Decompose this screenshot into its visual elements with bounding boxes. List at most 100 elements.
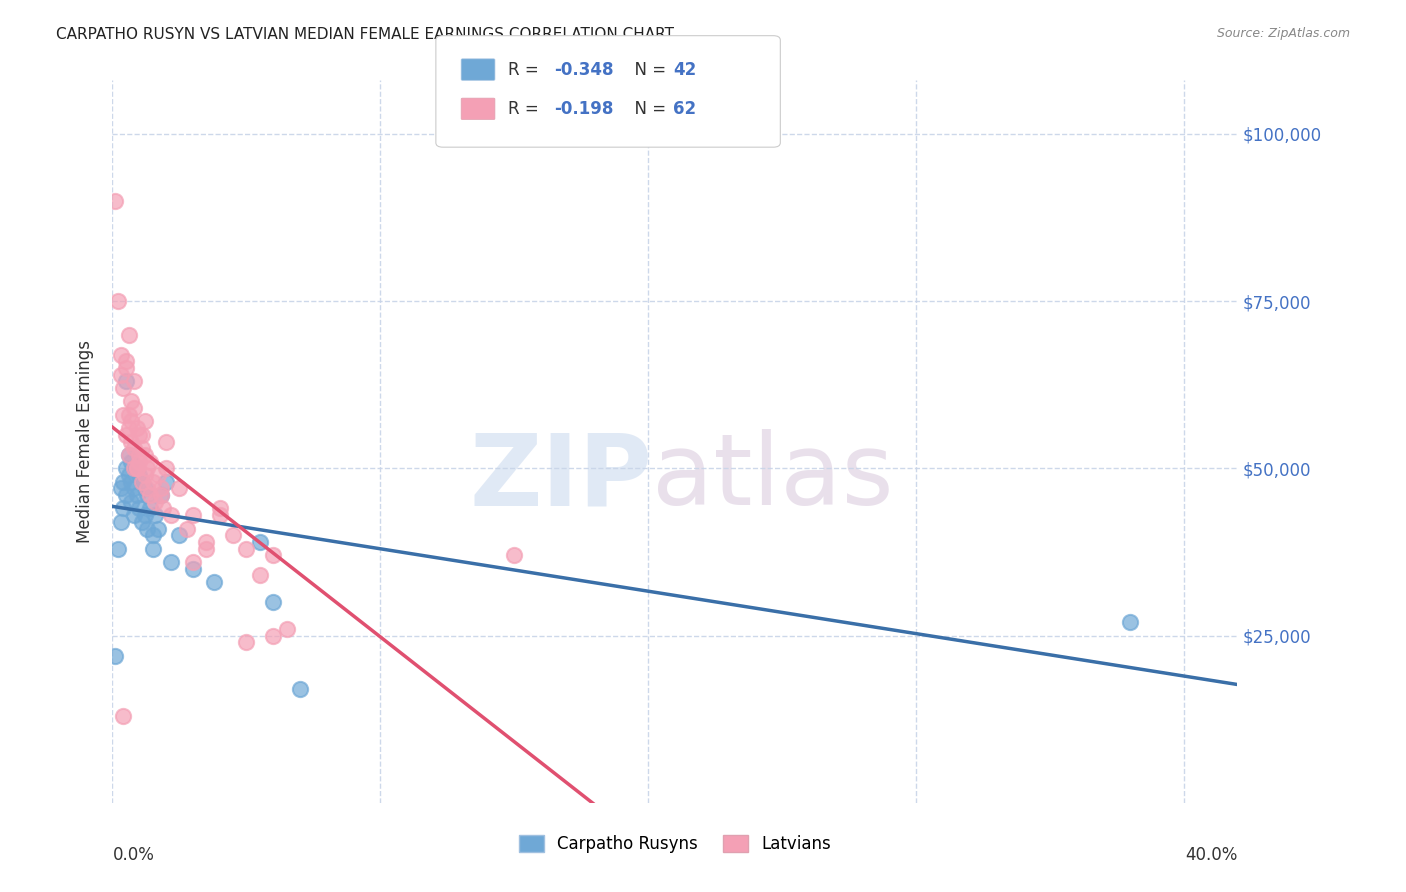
Point: [134, 467, 156, 482]
Point: [120, 394, 142, 409]
Point: [195, 534, 218, 549]
Point: [143, 494, 166, 508]
Point: [122, 401, 145, 416]
Point: [160, 555, 183, 569]
Point: [107, 293, 129, 308]
Point: [131, 515, 153, 529]
Point: [125, 461, 148, 475]
Point: [128, 501, 150, 516]
Point: [117, 408, 139, 422]
Text: N =: N =: [624, 100, 672, 118]
Text: -0.348: -0.348: [554, 61, 613, 78]
Point: [146, 521, 169, 535]
Text: 40.0%: 40.0%: [1185, 847, 1237, 864]
Point: [142, 475, 165, 489]
Point: [235, 635, 257, 649]
Point: [110, 368, 132, 382]
Point: [262, 628, 284, 642]
Point: [149, 488, 172, 502]
Point: [149, 488, 172, 502]
Point: [181, 508, 204, 523]
Text: CARPATHO RUSYN VS LATVIAN MEDIAN FEMALE EARNINGS CORRELATION CHART: CARPATHO RUSYN VS LATVIAN MEDIAN FEMALE …: [56, 27, 675, 42]
Point: [176, 521, 198, 535]
Text: -0.198: -0.198: [554, 100, 613, 118]
Point: [136, 482, 159, 496]
Point: [139, 488, 162, 502]
Point: [128, 467, 150, 482]
Text: R =: R =: [508, 61, 544, 78]
Point: [125, 488, 148, 502]
Point: [276, 622, 298, 636]
Point: [122, 482, 145, 496]
Text: N =: N =: [624, 61, 672, 78]
Point: [120, 475, 142, 489]
Point: [503, 548, 526, 563]
Text: 0.0%: 0.0%: [112, 847, 155, 864]
Point: [181, 555, 204, 569]
Point: [131, 427, 153, 442]
Point: [1119, 615, 1142, 630]
Point: [131, 441, 153, 455]
Point: [112, 501, 135, 516]
Point: [110, 482, 132, 496]
Point: [195, 541, 218, 556]
Point: [152, 501, 174, 516]
Point: [155, 475, 177, 489]
Point: [122, 508, 145, 523]
Point: [104, 194, 127, 208]
Point: [149, 482, 172, 496]
Point: [122, 461, 145, 475]
Point: [115, 354, 138, 368]
Point: [208, 501, 231, 516]
Point: [112, 708, 135, 723]
Point: [115, 488, 138, 502]
Point: [115, 361, 138, 376]
Point: [181, 562, 204, 576]
Point: [134, 482, 156, 496]
Point: [120, 414, 142, 428]
Point: [262, 595, 284, 609]
Point: [117, 448, 139, 462]
Point: [128, 454, 150, 469]
Point: [122, 375, 145, 389]
Point: [155, 434, 177, 449]
Point: [136, 521, 159, 535]
Text: ZIP: ZIP: [470, 429, 652, 526]
Point: [146, 467, 169, 482]
Point: [208, 508, 231, 523]
Point: [128, 448, 150, 462]
Point: [125, 421, 148, 435]
Point: [169, 528, 191, 542]
Point: [107, 541, 129, 556]
Text: R =: R =: [508, 100, 544, 118]
Point: [202, 575, 225, 590]
Point: [131, 475, 153, 489]
Point: [139, 454, 162, 469]
Point: [117, 421, 139, 435]
Point: [120, 494, 142, 508]
Point: [222, 528, 245, 542]
Point: [169, 482, 191, 496]
Point: [235, 541, 257, 556]
Point: [120, 434, 142, 449]
Point: [112, 381, 135, 395]
Point: [262, 548, 284, 563]
Text: atlas: atlas: [652, 429, 894, 526]
Text: 42: 42: [673, 61, 697, 78]
Point: [117, 467, 139, 482]
Point: [117, 327, 139, 342]
Point: [134, 448, 156, 462]
Point: [110, 348, 132, 362]
Point: [134, 414, 156, 428]
Point: [139, 501, 162, 516]
Point: [142, 528, 165, 542]
Y-axis label: Median Female Earnings: Median Female Earnings: [76, 340, 94, 543]
Point: [110, 515, 132, 529]
Point: [160, 508, 183, 523]
Point: [112, 475, 135, 489]
Point: [115, 375, 138, 389]
Point: [120, 454, 142, 469]
Point: [112, 408, 135, 422]
Point: [136, 461, 159, 475]
Point: [155, 461, 177, 475]
